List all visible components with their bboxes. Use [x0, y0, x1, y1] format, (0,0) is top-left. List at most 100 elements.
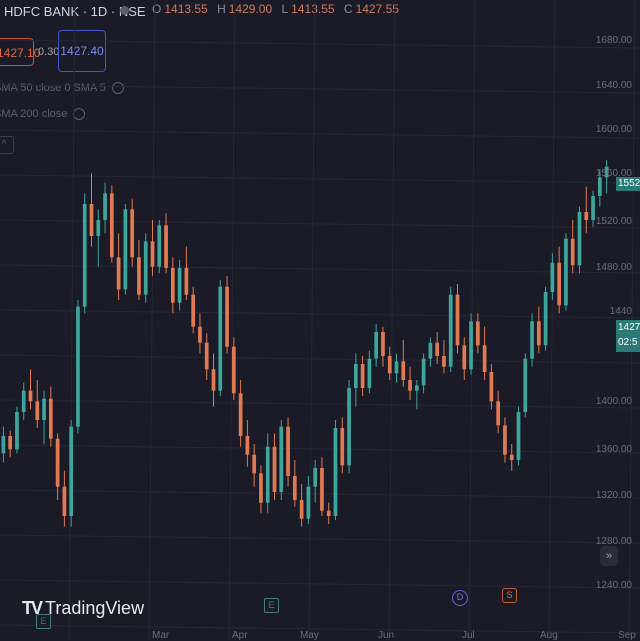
candle: [360, 356, 365, 396]
candle: [353, 353, 358, 407]
candle-body: [401, 361, 406, 380]
candle: [299, 484, 304, 527]
indicator-label: SMA 200 close: [0, 108, 68, 120]
candle: [238, 380, 243, 447]
candle-body: [21, 390, 26, 412]
tradingview-logo[interactable]: TV TradingView: [22, 598, 144, 619]
candle: [35, 380, 40, 428]
candle-body: [218, 286, 223, 391]
candle: [516, 406, 521, 466]
candle-body: [55, 438, 60, 487]
time-label: Jun: [378, 630, 395, 641]
candle: [76, 300, 80, 434]
candle: [482, 326, 487, 380]
sell-button[interactable]: 1427.10: [0, 38, 40, 66]
price-label: 1520.00: [595, 216, 632, 227]
candle: [347, 380, 351, 474]
candle: [469, 313, 473, 375]
candle: [109, 185, 114, 263]
candle: [28, 369, 33, 410]
candle: [89, 173, 94, 247]
double-chevron-right-icon: »: [605, 550, 613, 562]
grid-line: [0, 129, 640, 139]
grid-line: [0, 354, 640, 364]
earnings-event-icon[interactable]: E: [36, 614, 51, 629]
candle-body: [164, 225, 168, 268]
grid-line: [0, 489, 640, 499]
candle-body: [62, 486, 67, 516]
candle-body: [76, 306, 80, 427]
candle: [103, 182, 107, 234]
candle-body: [496, 401, 501, 426]
candle-body: [137, 257, 141, 295]
tradingview-logo-mark: TV: [22, 598, 43, 618]
candle: [252, 444, 257, 487]
candle: [394, 353, 399, 383]
candle: [503, 417, 507, 463]
candle-body: [259, 473, 263, 503]
chart-header: HDFC BANK · 1D · NSE O 1413.55 H 1429.00 L…: [0, 0, 640, 22]
candle-body: [286, 426, 290, 476]
candle: [130, 198, 135, 267]
candle-body: [353, 364, 358, 388]
ohlc-high-key: H: [217, 2, 226, 16]
candle-body: [570, 238, 575, 266]
candle-body: [326, 510, 331, 516]
countdown-value: 02:5: [618, 337, 638, 348]
candle-body: [347, 388, 351, 466]
dividend-event-icon[interactable]: D: [452, 590, 468, 606]
price-label: 1240.00: [595, 580, 632, 591]
time-label: Sep: [618, 630, 636, 641]
candle: [123, 204, 128, 295]
price-label: 1440: [609, 306, 632, 317]
candle-body: [69, 426, 74, 516]
candle: [597, 169, 602, 207]
collapse-legend-button[interactable]: ^: [0, 136, 14, 154]
scroll-to-realtime-button[interactable]: »: [600, 546, 618, 566]
candle-body: [584, 212, 589, 220]
spread-value: 0.30: [38, 46, 60, 58]
candle-body: [313, 468, 318, 487]
buy-button[interactable]: 1427.40: [58, 30, 106, 72]
split-event-icon[interactable]: S: [502, 588, 517, 603]
candle: [177, 260, 182, 311]
candle-body: [448, 294, 453, 367]
candle: [564, 233, 568, 311]
candle: [42, 390, 46, 444]
ohlc-close-value: 1427.55: [355, 2, 399, 16]
candle: [218, 280, 223, 396]
candle: [69, 420, 74, 527]
candle-body: [35, 401, 40, 420]
price-label: 1360.00: [595, 444, 632, 455]
grid-line: [0, 579, 640, 589]
candle-body: [360, 364, 365, 388]
candle-body: [252, 454, 257, 474]
candle: [496, 390, 501, 434]
eye-icon[interactable]: [111, 82, 124, 95]
candle-body: [82, 204, 87, 307]
candle: [584, 186, 589, 234]
candle-body: [225, 286, 229, 347]
earnings-event-icon[interactable]: E: [264, 598, 279, 613]
candle: [15, 406, 19, 454]
candle-body: [157, 225, 162, 267]
candle-body: [96, 220, 101, 236]
time-label: May: [300, 630, 319, 641]
candle: [442, 340, 446, 374]
candle: [387, 346, 392, 380]
candle: [204, 333, 209, 380]
market-status-icon: [120, 6, 129, 15]
candle-body: [597, 177, 602, 196]
price-label: 1600.00: [595, 124, 632, 135]
candle-body: [177, 268, 182, 303]
candle: [306, 476, 311, 524]
candle-body: [306, 486, 311, 519]
grid-line: [388, 0, 396, 640]
candle: [428, 337, 433, 367]
candle: [143, 233, 148, 303]
candle-body: [421, 358, 426, 386]
candle: [408, 366, 412, 400]
candle-body: [42, 398, 46, 420]
